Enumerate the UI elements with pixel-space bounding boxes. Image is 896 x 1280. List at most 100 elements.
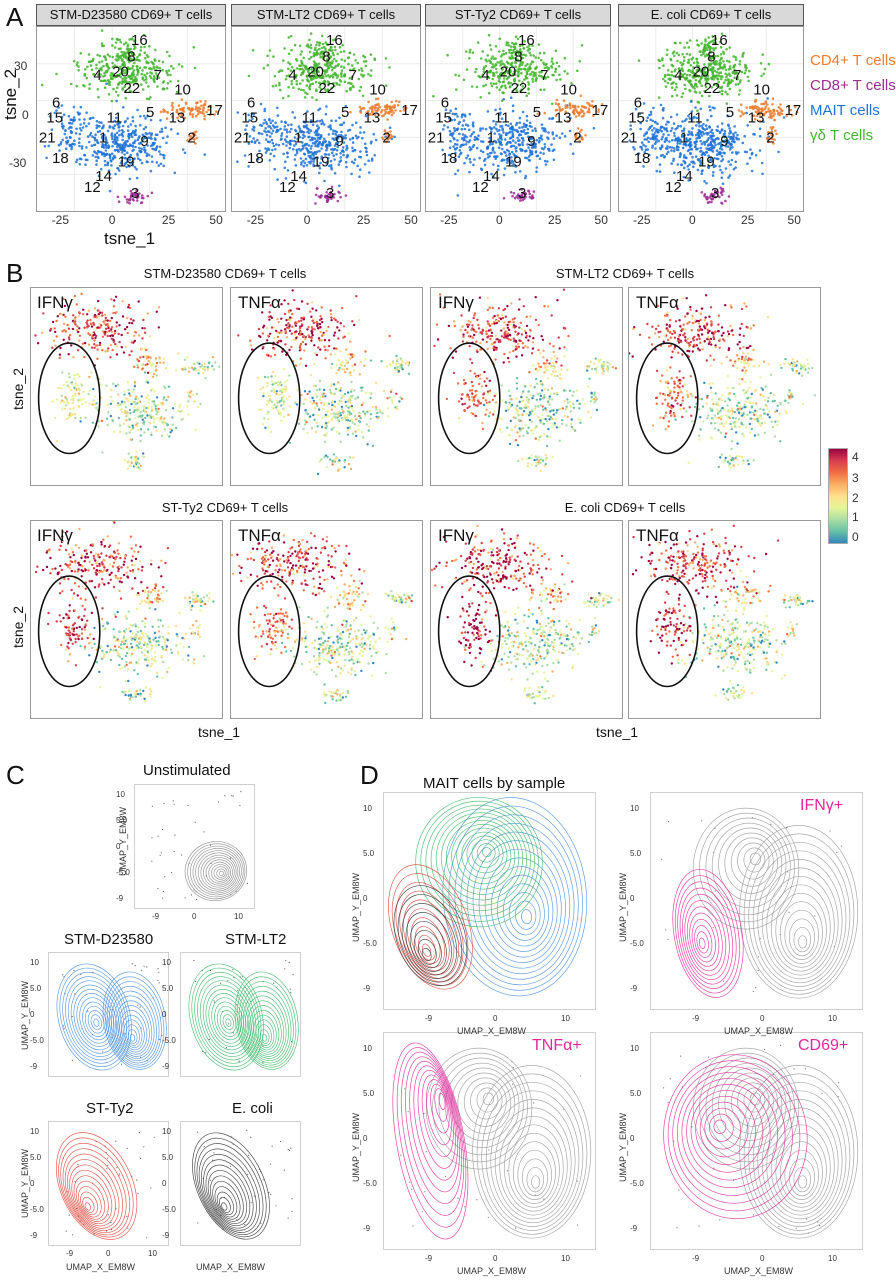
- c-ytick-3-1: 5.0: [30, 1153, 42, 1162]
- cluster-label-4: 4: [93, 67, 101, 84]
- cluster-label-13: 13: [555, 109, 572, 126]
- colorbar-tick-3: 3: [852, 471, 859, 485]
- tsne-plot-stm-lt2: 16 8 4 20 7 10 22 6 15 11 5 13 17 21 1 9 2 18 19 14 12 3: [231, 26, 421, 212]
- cluster-label-6: 6: [634, 95, 642, 112]
- c-umap-unstimulated: [134, 784, 255, 909]
- b-group-title-1: STM-D23580 CD69+ T cells: [143, 266, 307, 281]
- facet-strip-2: STM-LT2 CD69+ T cells: [231, 4, 421, 26]
- b-plot-stm-lt2-ifng: [430, 287, 623, 486]
- panel-a-y-axis-title: tsne_2: [1, 68, 20, 120]
- panel-letter-b: B: [6, 258, 24, 288]
- d-xlabel-2: UMAP_X_EM8W: [457, 1266, 527, 1276]
- b-plot-e-coli-ifng: [430, 520, 623, 719]
- c-xtick-0-1: 0: [192, 912, 197, 921]
- d-xlabel-3: UMAP_X_EM8W: [724, 1266, 794, 1276]
- tsne-plot-e-coli: 16 8 4 20 7 10 22 6 15 11 5 13 17 21 1 9 2 18 19 14 12 3: [618, 26, 804, 212]
- b-y-axis-title-top: tsne_2: [10, 367, 26, 410]
- cluster-label-3: 3: [131, 185, 139, 202]
- colorbar-tick-2: 2: [852, 491, 859, 505]
- d-xtick-1-2: 10: [828, 1014, 837, 1023]
- a-xtick-1-1: 0: [303, 213, 311, 227]
- cluster-label-16: 16: [131, 32, 148, 49]
- c-ytick-2-4: -9: [162, 1062, 170, 1071]
- cluster-label-18: 18: [247, 150, 264, 167]
- c-ytick-2-3: -5.0: [162, 1036, 176, 1045]
- cluster-label-7: 7: [733, 67, 741, 84]
- a-xtick-1-2: 25: [356, 213, 371, 227]
- cluster-label-2: 2: [573, 130, 581, 147]
- d-xtick-2-2: 10: [561, 1254, 570, 1263]
- cluster-label-7: 7: [540, 67, 548, 84]
- cluster-label-18: 18: [634, 150, 651, 167]
- d-ytick-2-3: -5.0: [363, 1179, 377, 1188]
- d-ytick-0-1: 5.0: [363, 849, 375, 858]
- cluster-label-11: 11: [302, 109, 318, 126]
- cluster-label-11: 11: [107, 109, 123, 126]
- d-xtick-0-1: 0: [493, 1014, 498, 1023]
- d-xtick-3-2: 10: [828, 1254, 837, 1263]
- d-ytick-1-0: 10: [630, 804, 639, 813]
- cluster-label-22: 22: [704, 80, 721, 97]
- a-xtick-1-0: -25: [246, 213, 265, 227]
- cluster-label-4: 4: [288, 67, 296, 84]
- d-xtick-1-0: -9: [692, 1014, 700, 1023]
- cluster-label-16: 16: [711, 32, 728, 49]
- a-xtick-3-1: 0: [688, 213, 696, 227]
- cluster-label-21: 21: [428, 130, 445, 147]
- c-ytick-4-3: -5.0: [162, 1205, 176, 1214]
- d-xlabel-1: UMAP_X_EM8W: [724, 1026, 794, 1036]
- highlight-ellipse: [635, 342, 699, 455]
- cluster-label-5: 5: [146, 104, 154, 121]
- cluster-label-2: 2: [766, 130, 774, 147]
- c-umap-st-ty2: [48, 1121, 169, 1246]
- cluster-label-11: 11: [494, 109, 510, 126]
- cluster-label-14: 14: [95, 168, 112, 185]
- panel-letter-d: D: [360, 760, 379, 790]
- highlight-ellipse: [237, 575, 301, 688]
- cluster-label-18: 18: [52, 150, 69, 167]
- panel-letter-c: C: [6, 760, 25, 790]
- d-ylabel-0: UMAP_Y_EM8W: [351, 872, 361, 942]
- c-ytick-1-0: 10: [30, 958, 39, 967]
- cluster-label-21: 21: [39, 130, 56, 147]
- d-ylabel-1: UMAP_Y_EM8W: [618, 872, 628, 942]
- b-plot-e-coli-tnfa: [628, 520, 821, 719]
- c-ytick-1-1: 5.0: [30, 984, 42, 993]
- c-title-stm-d23580: STM-D23580: [64, 931, 154, 948]
- cluster-label-9: 9: [140, 133, 148, 150]
- c-title-unstimulated: Unstimulated: [143, 762, 231, 779]
- b-gene-label-8: TNFα: [636, 526, 679, 545]
- c-ytick-3-0: 10: [30, 1127, 39, 1136]
- cluster-label-14: 14: [290, 168, 307, 185]
- highlight-ellipse: [237, 342, 301, 455]
- c-ytick-1-3: -5.0: [30, 1036, 44, 1045]
- b-plot-stm-d23580-tnfa: [230, 287, 423, 486]
- d-ytick-2-2: 0: [363, 1134, 368, 1143]
- cluster-label-12: 12: [279, 179, 296, 196]
- b-plot-st-ty2-tnfa: [230, 520, 423, 719]
- b-gene-label-5: IFNγ: [37, 526, 73, 545]
- cluster-label-19: 19: [505, 154, 522, 171]
- cluster-label-20: 20: [693, 63, 710, 80]
- c-ytick-3-3: -5.0: [30, 1205, 44, 1214]
- cluster-label-10: 10: [174, 82, 191, 99]
- cluster-label-12: 12: [84, 179, 101, 196]
- cluster-label-8: 8: [707, 49, 715, 66]
- cluster-label-15: 15: [628, 109, 645, 126]
- cluster-label-8: 8: [514, 49, 522, 66]
- c-umap-stm-lt2: [180, 952, 301, 1077]
- cluster-label-5: 5: [341, 104, 349, 121]
- cluster-label-4: 4: [481, 67, 489, 84]
- c-title-stm-lt2: STM-LT2: [225, 931, 287, 948]
- cluster-label-10: 10: [753, 82, 770, 99]
- d-xlabel-0: UMAP_X_EM8W: [457, 1026, 527, 1036]
- highlight-ellipse: [37, 342, 101, 455]
- c-ytick-0-2: 0: [116, 842, 121, 851]
- a-xtick-3-0: -25: [633, 213, 651, 227]
- c-ytick-0-3: -5.0: [116, 868, 130, 877]
- a-xtick-1-3: 50: [404, 213, 418, 227]
- cluster-label-11: 11: [687, 109, 703, 126]
- cluster-label-9: 9: [527, 133, 535, 150]
- d-xtick-2-1: 0: [493, 1254, 498, 1263]
- a-xtick-2-0: -25: [440, 213, 458, 227]
